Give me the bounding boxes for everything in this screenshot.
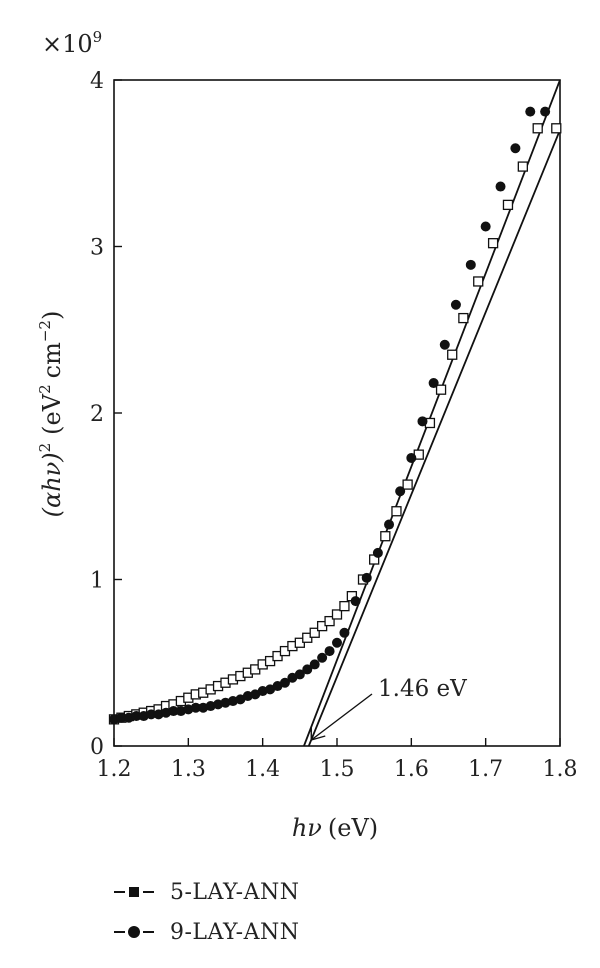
data-point-9-lay-ann <box>450 299 461 310</box>
data-point-9-lay-ann <box>190 702 201 713</box>
data-point-9-lay-ann <box>257 686 268 697</box>
data-point-9-lay-ann <box>480 221 491 232</box>
x-axis-title: hν (eV) <box>292 814 378 842</box>
data-point-5-lay-ann <box>380 531 391 542</box>
svg-text:(αhν)2(eV2cm−2): (αhν)2(eV2cm−2) <box>36 311 66 518</box>
data-point-9-lay-ann <box>168 706 179 717</box>
data-point-5-lay-ann <box>487 238 499 249</box>
data-point-9-lay-ann <box>123 712 134 723</box>
data-point-9-lay-ann <box>428 378 439 389</box>
data-point-9-lay-ann <box>138 711 149 722</box>
data-point-9-lay-ann <box>350 596 361 607</box>
data-point-9-lay-ann <box>510 143 521 154</box>
data-point-9-lay-ann <box>384 519 395 530</box>
data-point-9-lay-ann <box>198 702 209 713</box>
data-point-5-lay-ann <box>447 349 458 360</box>
data-point-5-lay-ann <box>391 506 402 517</box>
x-tick-label: 1.2 <box>97 757 132 782</box>
data-point-9-lay-ann <box>109 714 119 725</box>
svg-text:×109: ×109 <box>42 28 102 58</box>
data-point-9-lay-ann <box>294 669 305 680</box>
x-tick-label: 1.6 <box>394 757 429 782</box>
y-tick-label: 2 <box>90 402 104 427</box>
data-point-9-lay-ann <box>116 712 127 723</box>
data-point-9-lay-ann <box>372 547 383 558</box>
data-point-9-lay-ann <box>395 486 406 497</box>
data-point-5-lay-ann <box>458 312 469 324</box>
data-point-9-lay-ann <box>361 572 372 583</box>
x-tick-label: 1.3 <box>171 757 206 782</box>
data-point-9-lay-ann <box>146 709 157 720</box>
x-tick-label: 1.7 <box>468 757 503 782</box>
annotation-arrow-line <box>310 693 373 741</box>
data-point-9-lay-ann <box>309 659 320 670</box>
data-point-9-lay-ann <box>161 707 172 718</box>
data-point-5-lay-ann <box>551 123 562 134</box>
data-point-5-lay-ann <box>435 384 447 395</box>
data-point-9-lay-ann <box>265 684 276 695</box>
y-axis-title: (αhν)2(eV2cm−2) <box>36 311 66 518</box>
data-point-9-lay-ann <box>272 681 283 692</box>
legend-item-9-lay-ann: 9-LAY-ANN <box>112 912 299 952</box>
data-point-9-lay-ann <box>131 711 142 722</box>
data-point-5-lay-ann <box>402 479 413 490</box>
data-point-5-lay-ann <box>473 276 484 287</box>
annotation-arrowhead <box>310 726 326 741</box>
x-tick-label: 1.8 <box>543 757 578 782</box>
x-tick-label: 1.4 <box>245 757 280 782</box>
data-point-9-lay-ann <box>302 664 313 675</box>
data-point-9-lay-ann <box>324 646 335 657</box>
data-point-5-lay-ann <box>502 199 514 211</box>
y-tick-label: 3 <box>90 236 104 261</box>
data-point-9-lay-ann <box>439 339 450 350</box>
data-point-5-lay-ann <box>532 123 543 134</box>
y-axis-multiplier: ×109 <box>42 28 102 58</box>
data-point-9-lay-ann <box>495 181 506 192</box>
fit-line <box>303 79 561 747</box>
data-point-9-lay-ann <box>175 706 186 717</box>
plot-area: 1.2 1.3 1.4 1.5 1.6 1.7 1.8 0 1 2 3 4 1.46 eV <box>90 69 578 782</box>
data-point-9-lay-ann <box>406 452 417 463</box>
data-point-5-lay-ann <box>517 161 528 172</box>
data-point-9-lay-ann <box>250 689 261 700</box>
legend-marker-circle-icon <box>114 926 154 938</box>
y-tick-label: 0 <box>90 735 104 760</box>
data-point-9-lay-ann <box>287 672 298 683</box>
x-tick-label: 1.5 <box>320 757 355 782</box>
chart-svg: 1.2 1.3 1.4 1.5 1.6 1.7 1.8 0 1 2 3 4 1.46 eV ×109 h… <box>36 28 578 842</box>
data-point-9-lay-ann <box>235 694 246 705</box>
data-point-9-lay-ann <box>279 677 290 688</box>
data-point-9-lay-ann <box>339 627 350 638</box>
data-point-9-lay-ann <box>205 701 216 712</box>
legend-label: 9-LAY-ANN <box>170 919 300 945</box>
data-point-9-lay-ann <box>183 704 194 715</box>
data-point-5-lay-ann <box>309 627 320 638</box>
y-tick-label: 4 <box>90 69 104 94</box>
data-point-5-lay-ann <box>331 609 343 620</box>
data-point-9-lay-ann <box>227 696 238 707</box>
legend-item-5-lay-ann: 5-LAY-ANN <box>112 872 299 912</box>
data-point-9-lay-ann <box>417 416 428 427</box>
legend-marker-square-icon <box>114 887 154 897</box>
annotation-label: 1.46 eV <box>378 676 467 702</box>
data-point-9-lay-ann <box>317 652 328 663</box>
legend: 5-LAY-ANN 9-LAY-ANN <box>112 872 299 952</box>
svg-text:hν(eV): hν (eV) <box>292 814 378 842</box>
data-point-9-lay-ann <box>525 106 536 117</box>
data-point-9-lay-ann <box>332 637 342 648</box>
data-point-9-lay-ann <box>220 697 231 708</box>
data-point-9-lay-ann <box>153 709 164 720</box>
data-point-5-lay-ann <box>324 615 335 627</box>
fit-line <box>307 129 561 747</box>
data-point-9-lay-ann <box>242 691 253 702</box>
data-point-9-lay-ann <box>465 259 476 270</box>
data-point-5-lay-ann <box>339 600 350 612</box>
y-tick-label: 1 <box>90 569 104 594</box>
data-point-9-lay-ann <box>540 106 551 117</box>
legend-label: 5-LAY-ANN <box>170 879 300 905</box>
data-point-9-lay-ann <box>213 699 224 710</box>
